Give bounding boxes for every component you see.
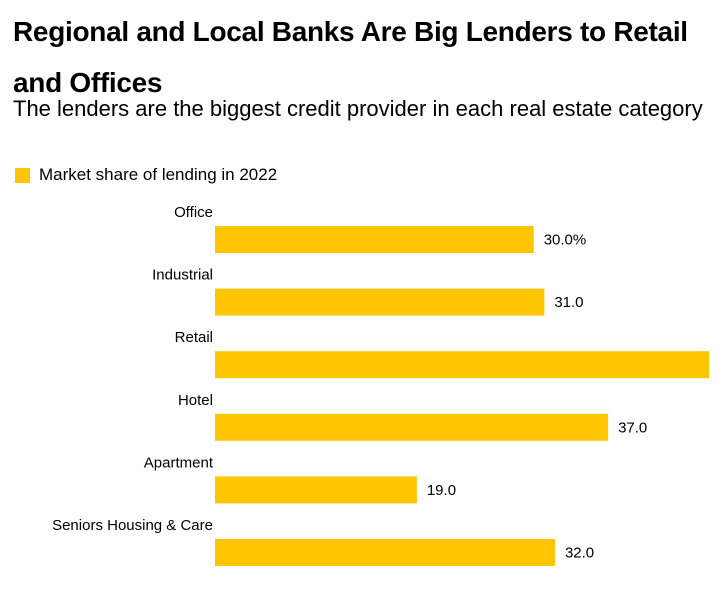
bar <box>215 288 545 316</box>
legend-swatch <box>15 167 30 183</box>
value-label: 19.0 <box>427 482 456 499</box>
bar <box>215 476 417 504</box>
chart-subtitle: The lenders are the biggest credit provi… <box>13 96 703 121</box>
bar <box>215 539 555 566</box>
bar <box>215 226 534 253</box>
category-label: Retail <box>175 329 213 346</box>
category-label: Seniors Housing & Care <box>52 517 213 534</box>
category-label: Apartment <box>144 454 214 471</box>
bar <box>215 351 709 379</box>
value-label: 30.0% <box>544 232 587 249</box>
category-label: Office <box>174 204 213 221</box>
value-label: 37.0 <box>618 419 647 436</box>
value-label: 32.0 <box>565 545 594 562</box>
category-label: Industrial <box>152 267 213 284</box>
legend: Market share of lending in 2022 <box>15 164 277 186</box>
value-label: 31.0 <box>554 294 583 311</box>
legend-label: Market share of lending in 2022 <box>39 165 278 184</box>
bar <box>215 413 609 441</box>
chart-title: Regional and Local Banks Are Big Lenders… <box>13 16 688 98</box>
category-label: Hotel <box>178 392 213 409</box>
